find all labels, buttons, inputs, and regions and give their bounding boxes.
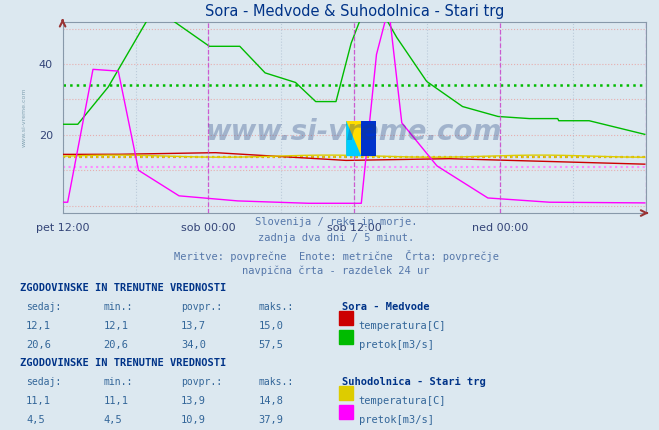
Bar	[339, 386, 353, 400]
Text: 13,9: 13,9	[181, 396, 206, 406]
Text: temperatura[C]: temperatura[C]	[358, 396, 446, 406]
Text: 34,0: 34,0	[181, 340, 206, 350]
Text: Sora - Medvode: Sora - Medvode	[343, 302, 430, 312]
Text: www.si-vreme.com: www.si-vreme.com	[22, 87, 27, 147]
Bar	[339, 330, 353, 344]
Text: 15,0: 15,0	[258, 321, 283, 331]
Text: sedaj:: sedaj:	[26, 378, 61, 387]
Text: 11,1: 11,1	[103, 396, 129, 406]
Polygon shape	[346, 121, 361, 156]
Text: ZGODOVINSKE IN TRENUTNE VREDNOSTI: ZGODOVINSKE IN TRENUTNE VREDNOSTI	[20, 358, 226, 369]
Text: 4,5: 4,5	[103, 415, 122, 425]
Text: 12,1: 12,1	[103, 321, 129, 331]
Text: min.:: min.:	[103, 378, 133, 387]
Text: pretok[m3/s]: pretok[m3/s]	[358, 415, 434, 425]
Text: povpr.:: povpr.:	[181, 378, 222, 387]
Text: 20,6: 20,6	[103, 340, 129, 350]
Text: 57,5: 57,5	[258, 340, 283, 350]
Text: maks.:: maks.:	[258, 302, 294, 312]
Bar	[346, 121, 361, 156]
Text: 12,1: 12,1	[26, 321, 51, 331]
Text: 14,8: 14,8	[258, 396, 283, 406]
Text: min.:: min.:	[103, 302, 133, 312]
Text: 4,5: 4,5	[26, 415, 45, 425]
Bar	[339, 405, 353, 419]
Title: Sora - Medvode & Suhodolnica - Stari trg: Sora - Medvode & Suhodolnica - Stari trg	[204, 4, 504, 19]
Text: povpr.:: povpr.:	[181, 302, 222, 312]
Text: pretok[m3/s]: pretok[m3/s]	[358, 340, 434, 350]
Text: maks.:: maks.:	[258, 378, 294, 387]
Bar	[339, 311, 353, 325]
Text: Meritve: povprečne  Enote: metrične  Črta: povprečje: Meritve: povprečne Enote: metrične Črta:…	[173, 250, 499, 262]
Text: ZGODOVINSKE IN TRENUTNE VREDNOSTI: ZGODOVINSKE IN TRENUTNE VREDNOSTI	[20, 283, 226, 293]
Text: zadnja dva dni / 5 minut.: zadnja dva dni / 5 minut.	[258, 233, 415, 243]
Text: 37,9: 37,9	[258, 415, 283, 425]
Text: 13,7: 13,7	[181, 321, 206, 331]
Text: 10,9: 10,9	[181, 415, 206, 425]
Text: Slovenija / reke in morje.: Slovenija / reke in morje.	[255, 217, 417, 227]
Text: sedaj:: sedaj:	[26, 302, 61, 312]
Text: Suhodolnica - Stari trg: Suhodolnica - Stari trg	[343, 378, 486, 387]
Text: www.si-vreme.com: www.si-vreme.com	[206, 119, 502, 147]
Text: navpična črta - razdelek 24 ur: navpična črta - razdelek 24 ur	[243, 266, 430, 276]
Text: 20,6: 20,6	[26, 340, 51, 350]
Text: 11,1: 11,1	[26, 396, 51, 406]
Bar	[361, 121, 376, 156]
Text: temperatura[C]: temperatura[C]	[358, 321, 446, 331]
